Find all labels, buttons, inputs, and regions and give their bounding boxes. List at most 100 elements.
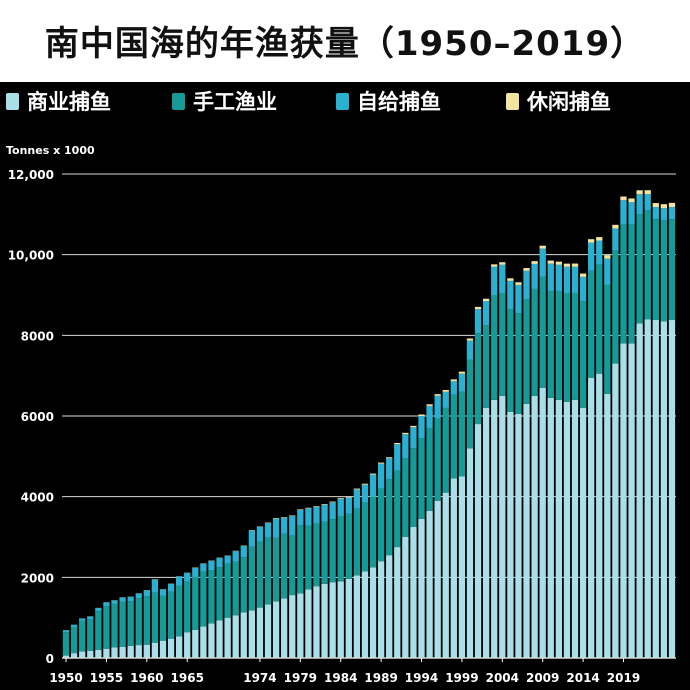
bar-segment-commercial bbox=[652, 320, 659, 658]
bar-segment-commercial bbox=[272, 601, 280, 658]
bar-segment-subsistence bbox=[240, 545, 247, 558]
bar-segment-commercial bbox=[159, 640, 167, 658]
bar-segment-artisanal bbox=[628, 224, 635, 344]
bar-segment-recreational bbox=[547, 260, 554, 264]
bar-segment-subsistence bbox=[256, 526, 264, 542]
bar-segment-subsistence bbox=[305, 508, 312, 526]
bar-segment-artisanal bbox=[507, 309, 514, 412]
bar-segment-subsistence bbox=[507, 280, 514, 310]
bar-segment-recreational bbox=[571, 263, 579, 267]
bar-segment-commercial bbox=[386, 555, 393, 658]
bar-segment-subsistence bbox=[482, 301, 490, 326]
bar-segment-subsistence bbox=[491, 266, 498, 295]
bar-segment-recreational bbox=[596, 237, 603, 241]
bar-segment-commercial bbox=[620, 343, 627, 658]
bar-segment-subsistence bbox=[386, 458, 393, 480]
bar-segment-subsistence bbox=[143, 590, 150, 597]
bar-segment-artisanal bbox=[434, 418, 441, 501]
bar-segment-artisanal bbox=[596, 264, 603, 374]
bar-segment-subsistence bbox=[337, 498, 344, 517]
bar-segment-artisanal bbox=[361, 502, 369, 572]
bar-segment-commercial bbox=[248, 610, 256, 658]
bar-segment-subsistence bbox=[604, 258, 611, 285]
bar-segment-recreational bbox=[418, 414, 425, 416]
bar-segment-artisanal bbox=[579, 301, 587, 408]
bar-segment-commercial bbox=[410, 526, 417, 658]
bar-segment-artisanal bbox=[143, 596, 150, 645]
bar-segment-subsistence bbox=[87, 616, 94, 620]
bar-segment-commercial bbox=[175, 636, 183, 658]
bar-segment-commercial bbox=[361, 571, 369, 658]
bar-segment-artisanal bbox=[151, 592, 159, 643]
bar-segment-commercial bbox=[240, 612, 247, 658]
bar-segment-artisanal bbox=[555, 290, 563, 400]
bar-segment-commercial bbox=[321, 583, 328, 658]
bar-segment-artisanal bbox=[184, 581, 191, 633]
bar-segment-recreational bbox=[345, 496, 352, 498]
bar-segment-commercial bbox=[579, 407, 587, 658]
bar-segment-recreational bbox=[402, 432, 409, 435]
bar-segment-artisanal bbox=[402, 458, 409, 537]
bar-segment-subsistence bbox=[175, 576, 183, 586]
bar-segment-commercial bbox=[167, 638, 175, 658]
bar-segment-subsistence bbox=[579, 276, 587, 302]
bar-segment-subsistence bbox=[499, 264, 506, 293]
bar-segment-subsistence bbox=[377, 463, 385, 489]
bar-segment-recreational bbox=[620, 196, 627, 201]
bar-segment-subsistence bbox=[272, 518, 280, 538]
bar-segment-recreational bbox=[353, 488, 361, 490]
legend-swatch-artisanal bbox=[172, 92, 185, 110]
bar-segment-commercial bbox=[394, 547, 401, 658]
bar-segment-artisanal bbox=[167, 591, 175, 639]
bar-segment-recreational bbox=[628, 198, 635, 203]
x-tick-label: 2009 bbox=[526, 671, 559, 685]
bar-segment-subsistence bbox=[264, 522, 272, 538]
bar-segment-commercial bbox=[555, 399, 563, 658]
bar-segment-commercial bbox=[143, 644, 150, 658]
bar-segment-commercial bbox=[644, 319, 651, 658]
bar-segment-artisanal bbox=[499, 292, 506, 396]
bar-segment-artisanal bbox=[523, 299, 530, 404]
legend-label-recreational: 休闲捕鱼 bbox=[527, 90, 611, 114]
bar-segment-artisanal bbox=[620, 224, 627, 344]
bar-segment-recreational bbox=[450, 379, 457, 382]
bar-segment-subsistence bbox=[167, 583, 175, 592]
bar-segment-artisanal bbox=[119, 601, 126, 647]
bar-segment-commercial bbox=[337, 581, 344, 658]
bar-segment-recreational bbox=[386, 457, 393, 459]
y-tick-label: 4000 bbox=[21, 491, 54, 505]
x-tick-label: 1965 bbox=[171, 671, 204, 685]
bar-segment-commercial bbox=[95, 649, 102, 658]
bar-segment-commercial bbox=[612, 363, 619, 658]
x-tick-label: 1989 bbox=[364, 671, 397, 685]
bar-segment-recreational bbox=[507, 278, 514, 281]
bar-segment-artisanal bbox=[458, 391, 466, 477]
y-tick-label: 8000 bbox=[21, 329, 54, 343]
bar-segment-subsistence bbox=[216, 557, 223, 568]
bar-segment-commercial bbox=[571, 399, 579, 658]
bar-segment-commercial bbox=[297, 593, 304, 658]
y-tick-label: 6000 bbox=[21, 410, 54, 424]
bar-segment-commercial bbox=[353, 575, 361, 658]
bar-segment-commercial bbox=[426, 510, 433, 658]
bar-segment-subsistence bbox=[248, 530, 256, 547]
bar-segment-artisanal bbox=[394, 470, 401, 548]
bar-segment-artisanal bbox=[563, 292, 571, 402]
legend-item-subsistence: 自给捕鱼 bbox=[336, 88, 441, 114]
bar-segment-recreational bbox=[652, 203, 659, 208]
bar-segment-subsistence bbox=[297, 509, 304, 526]
bar-segment-recreational bbox=[636, 190, 643, 195]
bar-segment-artisanal bbox=[208, 570, 215, 624]
y-tick-label: 0 bbox=[46, 652, 54, 666]
bar-segment-commercial bbox=[111, 647, 118, 658]
bar-segment-subsistence bbox=[660, 208, 668, 221]
bar-segment-subsistence bbox=[539, 248, 546, 277]
bar-segment-artisanal bbox=[588, 270, 595, 378]
bar-segment-artisanal bbox=[232, 561, 239, 616]
legend-label-artisanal: 手工渔业 bbox=[193, 90, 277, 114]
bar-segment-commercial bbox=[345, 578, 352, 658]
bar-segment-subsistence bbox=[111, 600, 118, 604]
legend-label-commercial: 商业捕鱼 bbox=[27, 90, 111, 114]
bar-segment-subsistence bbox=[474, 309, 482, 334]
bar-segment-recreational bbox=[539, 245, 546, 249]
